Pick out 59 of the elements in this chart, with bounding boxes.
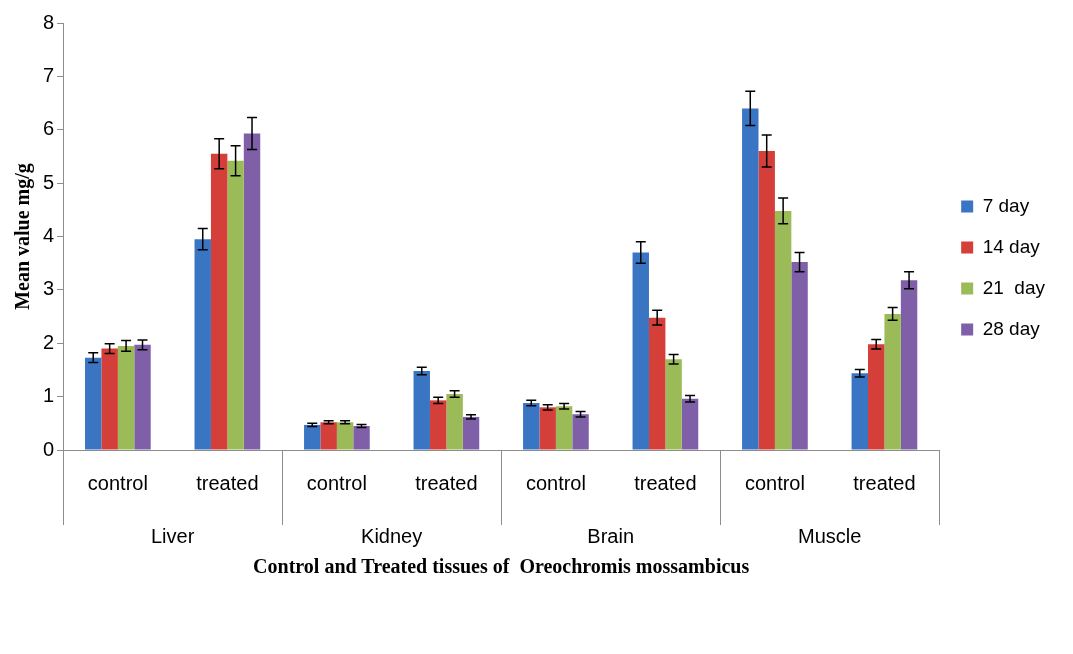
y-tick-label: 7 [43,63,55,86]
x-tick-label: treated [415,471,478,494]
bar [85,357,102,450]
bar [304,424,321,450]
bar [336,422,354,450]
bar [742,108,759,450]
legend-label: 7 day [982,194,1030,216]
bar [413,371,430,450]
bar [227,160,244,450]
bar [117,345,135,450]
bar [665,359,682,450]
bar [320,422,337,450]
bar [194,239,211,450]
text: Muscle [797,524,862,547]
bar [648,317,666,450]
bar [884,313,901,450]
bar [758,151,775,450]
text: Kidney [361,524,423,547]
bar [791,262,808,450]
y-tick-label: 1 [43,384,55,407]
x-tick-label: treated [853,471,916,494]
bar [681,398,699,450]
bar [632,252,649,450]
text: Liver [150,524,195,547]
legend-label: 14 day [982,235,1041,257]
bar [572,414,589,450]
text: Brain [587,524,635,547]
bar [243,133,261,450]
x-tick-label: control [744,471,805,494]
bar [868,344,885,450]
x-tick-label: control [525,471,586,494]
x-tick-label: treated [634,471,697,494]
bar [446,393,463,450]
y-tick-label: 8 [43,10,55,33]
bar [210,153,228,450]
y-tick-label: 5 [43,170,55,193]
bar [523,403,540,450]
y-tick-label: 0 [43,437,55,460]
legend-label: 28 day [982,317,1041,339]
bar [101,348,118,450]
y-tick-label: 3 [43,277,55,300]
bar [774,210,792,450]
y-axis-title: Mean value mg/g [11,163,35,310]
y-tick-label: 6 [43,117,55,140]
y-tick-label: 4 [43,224,55,247]
bar [134,344,151,450]
bar [851,373,868,450]
bar [900,280,918,450]
bar [429,400,447,450]
legend-label: 21 day [982,276,1046,298]
x-tick-label: control [306,471,367,494]
x-axis-title: Control and Treated tissues of Oreochromis mossambicus [253,555,750,578]
bar [555,406,573,450]
x-tick-label: control [87,471,148,494]
x-tick-label: treated [196,471,259,494]
bar [462,416,480,450]
bar [353,425,370,450]
bar [539,407,556,450]
y-tick-label: 2 [43,330,55,353]
